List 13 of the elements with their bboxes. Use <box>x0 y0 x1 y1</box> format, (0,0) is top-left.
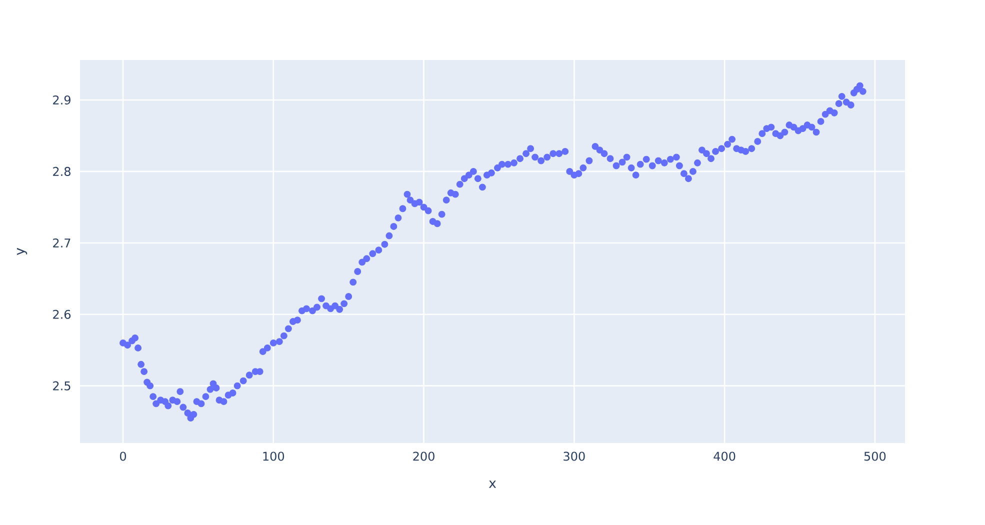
x-tick-label: 200 <box>413 452 434 461</box>
x-tick-label: 300 <box>564 452 585 461</box>
x-tick-label: 100 <box>263 452 284 461</box>
y-tick-label: 2.6 <box>53 310 71 319</box>
x-tick-label: 400 <box>714 452 736 461</box>
y-axis-title: y <box>16 248 28 256</box>
y-tick-label: 2.9 <box>53 95 70 105</box>
y-tick-label: 2.5 <box>53 381 70 390</box>
x-axis-title: x <box>488 480 496 488</box>
y-tick-label: 2.7 <box>53 238 70 248</box>
y-tick-label: 2.8 <box>53 166 70 176</box>
x-tick-label: 500 <box>864 452 886 461</box>
x-tick-label: 0 <box>120 452 126 461</box>
